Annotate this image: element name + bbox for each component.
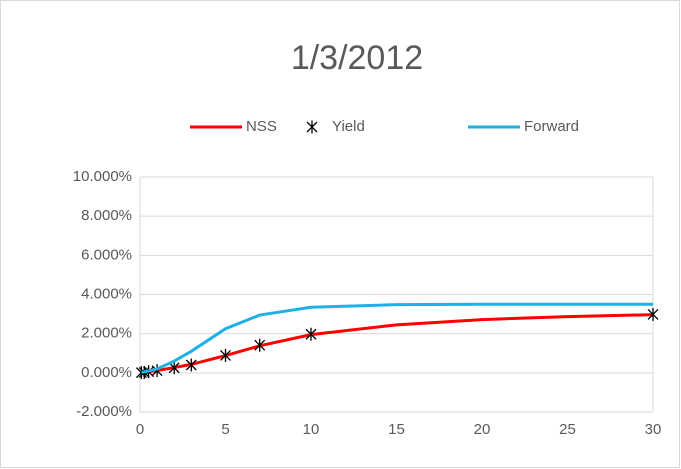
x-tick-label: 10 xyxy=(303,421,320,438)
y-tick-label: 0.000% xyxy=(81,364,132,381)
x-tick-label: 15 xyxy=(388,421,405,438)
legend-label: Forward xyxy=(524,118,579,135)
yield-marker xyxy=(168,361,180,375)
y-tick-label: 2.000% xyxy=(81,325,132,342)
series-line xyxy=(141,302,653,374)
yield-marker xyxy=(220,348,231,362)
x-tick-label: 25 xyxy=(559,421,576,438)
yield-marker xyxy=(647,307,659,321)
yield-marker xyxy=(305,327,317,341)
legend-label: Yield xyxy=(332,118,365,135)
legend-swatch xyxy=(306,120,318,134)
y-tick-label: 6.000% xyxy=(81,246,132,263)
x-tick-label: 0 xyxy=(136,421,144,438)
legend-label: NSS xyxy=(246,118,277,135)
yield-marker xyxy=(254,338,266,352)
chart-title: 1/3/2012 xyxy=(291,39,423,77)
x-tick-label: 20 xyxy=(474,421,491,438)
x-tick-label: 30 xyxy=(645,421,662,438)
yield-marker xyxy=(185,358,197,372)
y-tick-label: 8.000% xyxy=(81,207,132,224)
x-tick-label: 5 xyxy=(221,421,229,438)
y-tick-label: 10.000% xyxy=(73,168,132,185)
y-tick-label: -2.000% xyxy=(76,403,132,420)
y-tick-label: 4.000% xyxy=(81,285,132,302)
